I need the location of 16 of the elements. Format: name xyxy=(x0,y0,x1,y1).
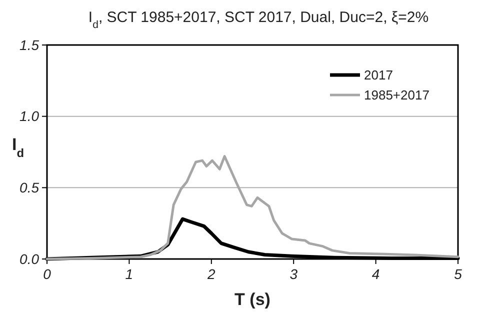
y-tick-label: 0.5 xyxy=(20,180,40,196)
x-tick-label: 5 xyxy=(454,266,462,282)
y-tick-label: 1.0 xyxy=(20,108,40,124)
y-tick-label: 0.0 xyxy=(20,250,40,267)
y-tick-label: 1.5 xyxy=(20,36,40,53)
legend-label: 2017 xyxy=(364,68,393,83)
line-series xyxy=(46,155,460,260)
x-axis-title: T (s) xyxy=(234,290,270,309)
legend-label: 1985+2017 xyxy=(364,88,430,103)
x-tick-label: 4 xyxy=(372,266,380,282)
chart-title: I$_{d}$, SCT 1985+2017, SCT 2017, Dual, Duc=2, ξ=2% xyxy=(88,9,429,31)
y-axis-title: I$_{d}$ xyxy=(12,135,24,160)
x-tick-label: 2 xyxy=(206,266,216,282)
x-tick-label: 0 xyxy=(43,266,52,282)
x-tick-label: 1 xyxy=(125,266,134,282)
x-tick-label: 3 xyxy=(290,266,298,282)
